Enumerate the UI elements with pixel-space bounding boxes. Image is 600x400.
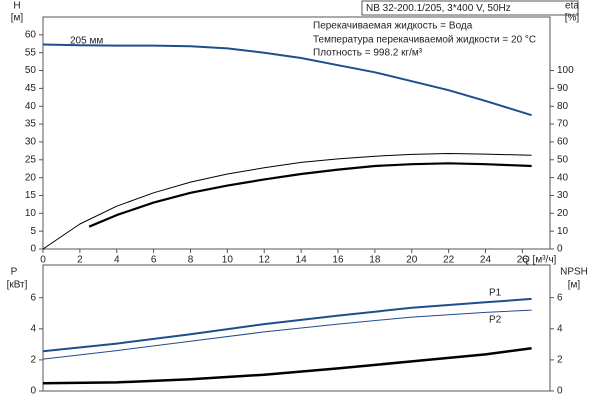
header-box bbox=[361, 0, 579, 16]
y-tick-label: 2 bbox=[30, 355, 36, 366]
y-tick-label: 50 bbox=[25, 65, 37, 76]
y-tick-label: 4 bbox=[30, 323, 36, 334]
annotation: Перекачиваемая жидкость = Вода bbox=[313, 21, 473, 32]
x-axis-label: Q [м³/ч] bbox=[522, 255, 557, 266]
x-tick-label: 6 bbox=[151, 255, 157, 266]
y2-tick-label: 0 bbox=[557, 386, 563, 397]
y2-tick-label: 0 bbox=[557, 244, 563, 255]
y2-tick-label: 70 bbox=[557, 119, 569, 130]
x-tick-label: 4 bbox=[114, 255, 120, 266]
y-tick-label: 10 bbox=[25, 208, 37, 219]
x-tick-label: 14 bbox=[296, 255, 308, 266]
y2-axis-label: NPSH bbox=[560, 267, 588, 278]
y2-tick-label: 50 bbox=[557, 154, 569, 165]
y-axis-unit: [м] bbox=[11, 13, 24, 24]
x-tick-label: 18 bbox=[369, 255, 381, 266]
plot-frame bbox=[42, 264, 551, 392]
x-tick-label: 12 bbox=[259, 255, 271, 266]
x-tick-label: 26 bbox=[517, 255, 529, 266]
curve bbox=[42, 297, 532, 353]
y2-tick-label: 100 bbox=[557, 65, 574, 76]
curve bbox=[42, 153, 532, 250]
y2-tick-label: 30 bbox=[557, 190, 569, 201]
x-tick-label: 2 bbox=[77, 255, 83, 266]
curve bbox=[88, 162, 532, 228]
x-tick-label: 16 bbox=[332, 255, 344, 266]
y-tick-label: 6 bbox=[30, 292, 36, 303]
y-axis-label: P bbox=[11, 267, 18, 278]
y-tick-label: 15 bbox=[25, 190, 37, 201]
curve bbox=[42, 346, 532, 385]
y-axis-label: H bbox=[13, 1, 20, 12]
y-tick-label: 25 bbox=[25, 154, 37, 165]
y2-axis-label: eta bbox=[565, 1, 579, 12]
x-tick-label: 20 bbox=[406, 255, 418, 266]
x-tick-label: 0 bbox=[40, 255, 46, 266]
y-tick-label: 60 bbox=[25, 29, 37, 40]
header: NB 32-200.1/205, 3*400 V, 50Hz bbox=[366, 3, 511, 14]
x-tick-label: 22 bbox=[443, 255, 455, 266]
y2-tick-label: 20 bbox=[557, 208, 569, 219]
x-tick-label: 10 bbox=[222, 255, 234, 266]
y-tick-label: 40 bbox=[25, 101, 37, 112]
y-tick-label: 55 bbox=[25, 47, 37, 58]
y-tick-label: 45 bbox=[25, 83, 37, 94]
annotation: Температура перекачиваемой жидкости = 20… bbox=[313, 35, 536, 46]
y-tick-label: 5 bbox=[30, 226, 36, 237]
y2-tick-label: 80 bbox=[557, 101, 569, 112]
x-tick-label: 8 bbox=[188, 255, 194, 266]
y-axis-unit: [кВт] bbox=[7, 280, 28, 291]
series-label: 205 мм bbox=[70, 36, 103, 47]
y2-tick-label: 6 bbox=[557, 292, 563, 303]
y2-tick-label: 2 bbox=[557, 355, 563, 366]
y-tick-label: 30 bbox=[25, 137, 37, 148]
y2-axis-unit: [%] bbox=[565, 13, 580, 24]
curve bbox=[42, 309, 532, 360]
curve bbox=[42, 43, 532, 117]
y2-tick-label: 4 bbox=[557, 323, 563, 334]
y2-tick-label: 90 bbox=[557, 83, 569, 94]
series-label: P2 bbox=[489, 315, 502, 326]
plot-frame bbox=[42, 16, 551, 250]
y2-tick-label: 40 bbox=[557, 172, 569, 183]
y-tick-label: 35 bbox=[25, 119, 37, 130]
y-tick-label: 20 bbox=[25, 172, 37, 183]
y2-axis-unit: [м] bbox=[568, 280, 581, 291]
y-tick-label: 0 bbox=[30, 386, 36, 397]
y-tick-label: 0 bbox=[30, 244, 36, 255]
annotation: Плотность = 998.2 кг/м³ bbox=[313, 48, 423, 59]
series-label: P1 bbox=[489, 288, 502, 299]
y2-tick-label: 60 bbox=[557, 137, 569, 148]
x-tick-label: 24 bbox=[480, 255, 492, 266]
y2-tick-label: 10 bbox=[557, 226, 569, 237]
